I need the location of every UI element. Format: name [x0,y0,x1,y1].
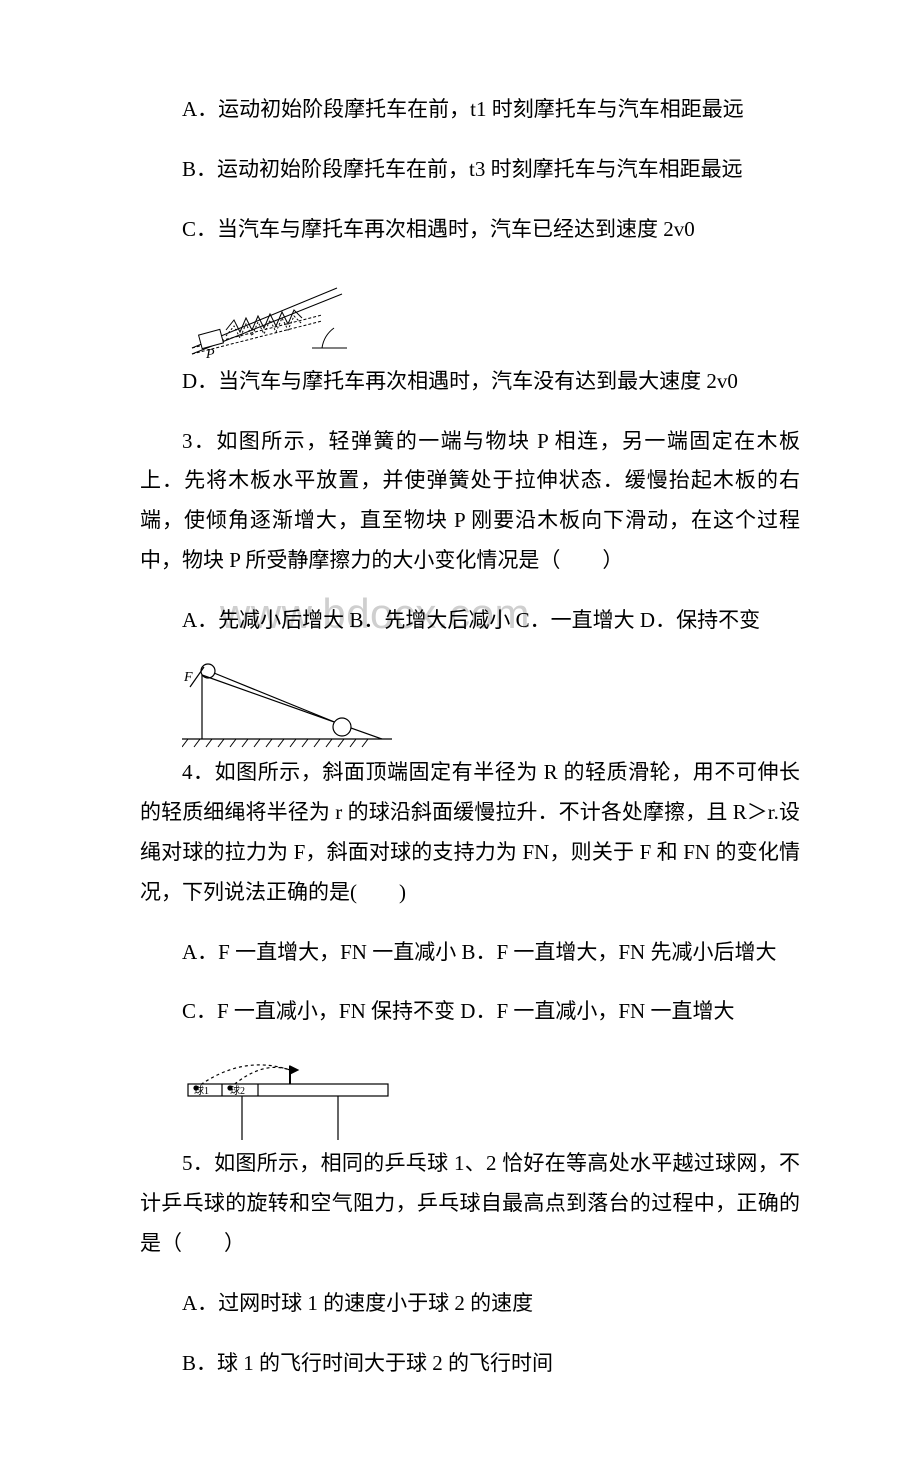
q3-stem: 3．如图所示，轻弹簧的一端与物块 P 相连，另一端固定在木板上．先将木板水平放置… [140,422,800,582]
label-f: F [183,670,193,685]
q5-figure: 球1 球2 [182,1052,800,1132]
q3-options: A．先减小后增大 B．先增大后减小 C．一直增大 D．保持不变 [140,601,800,641]
q5-option-a: A．过网时球 1 的速度小于球 2 的速度 [140,1284,800,1324]
q2-option-a: A．运动初始阶段摩托车在前，t1 时刻摩托车与汽车相距最远 [140,90,800,130]
q4-options-cd: C．F 一直减小，FN 保持不变 D．F 一直减小，FN 一直增大 [140,992,800,1032]
q5-option-b: B．球 1 的飞行时间大于球 2 的飞行时间 [140,1344,800,1384]
q5-stem: 5．如图所示，相同的乒乓球 1、2 恰好在等高处水平越过球网，不计乒乓球的旋转和… [140,1144,800,1264]
q3-figure: P [182,270,800,350]
q2-option-b: B．运动初始阶段摩托车在前，t3 时刻摩托车与汽车相距最远 [140,150,800,190]
label-ball1: 球1 [194,1084,209,1097]
q2-option-d: D．当汽车与摩托车再次相遇时，汽车没有达到最大速度 2v0 [140,362,800,402]
q4-figure: F [182,661,800,741]
q2-option-c: C．当汽车与摩托车再次相遇时，汽车已经达到速度 2v0 [140,210,800,250]
label-ball2: 球2 [230,1084,245,1097]
label-p: P [205,347,215,360]
q4-stem: 4．如图所示，斜面顶端固定有半径为 R 的轻质滑轮，用不可伸长的轻质细绳将半径为… [140,753,800,913]
q4-options-ab: A．F 一直增大，FN 一直减小 B．F 一直增大，FN 先减小后增大 [140,933,800,973]
